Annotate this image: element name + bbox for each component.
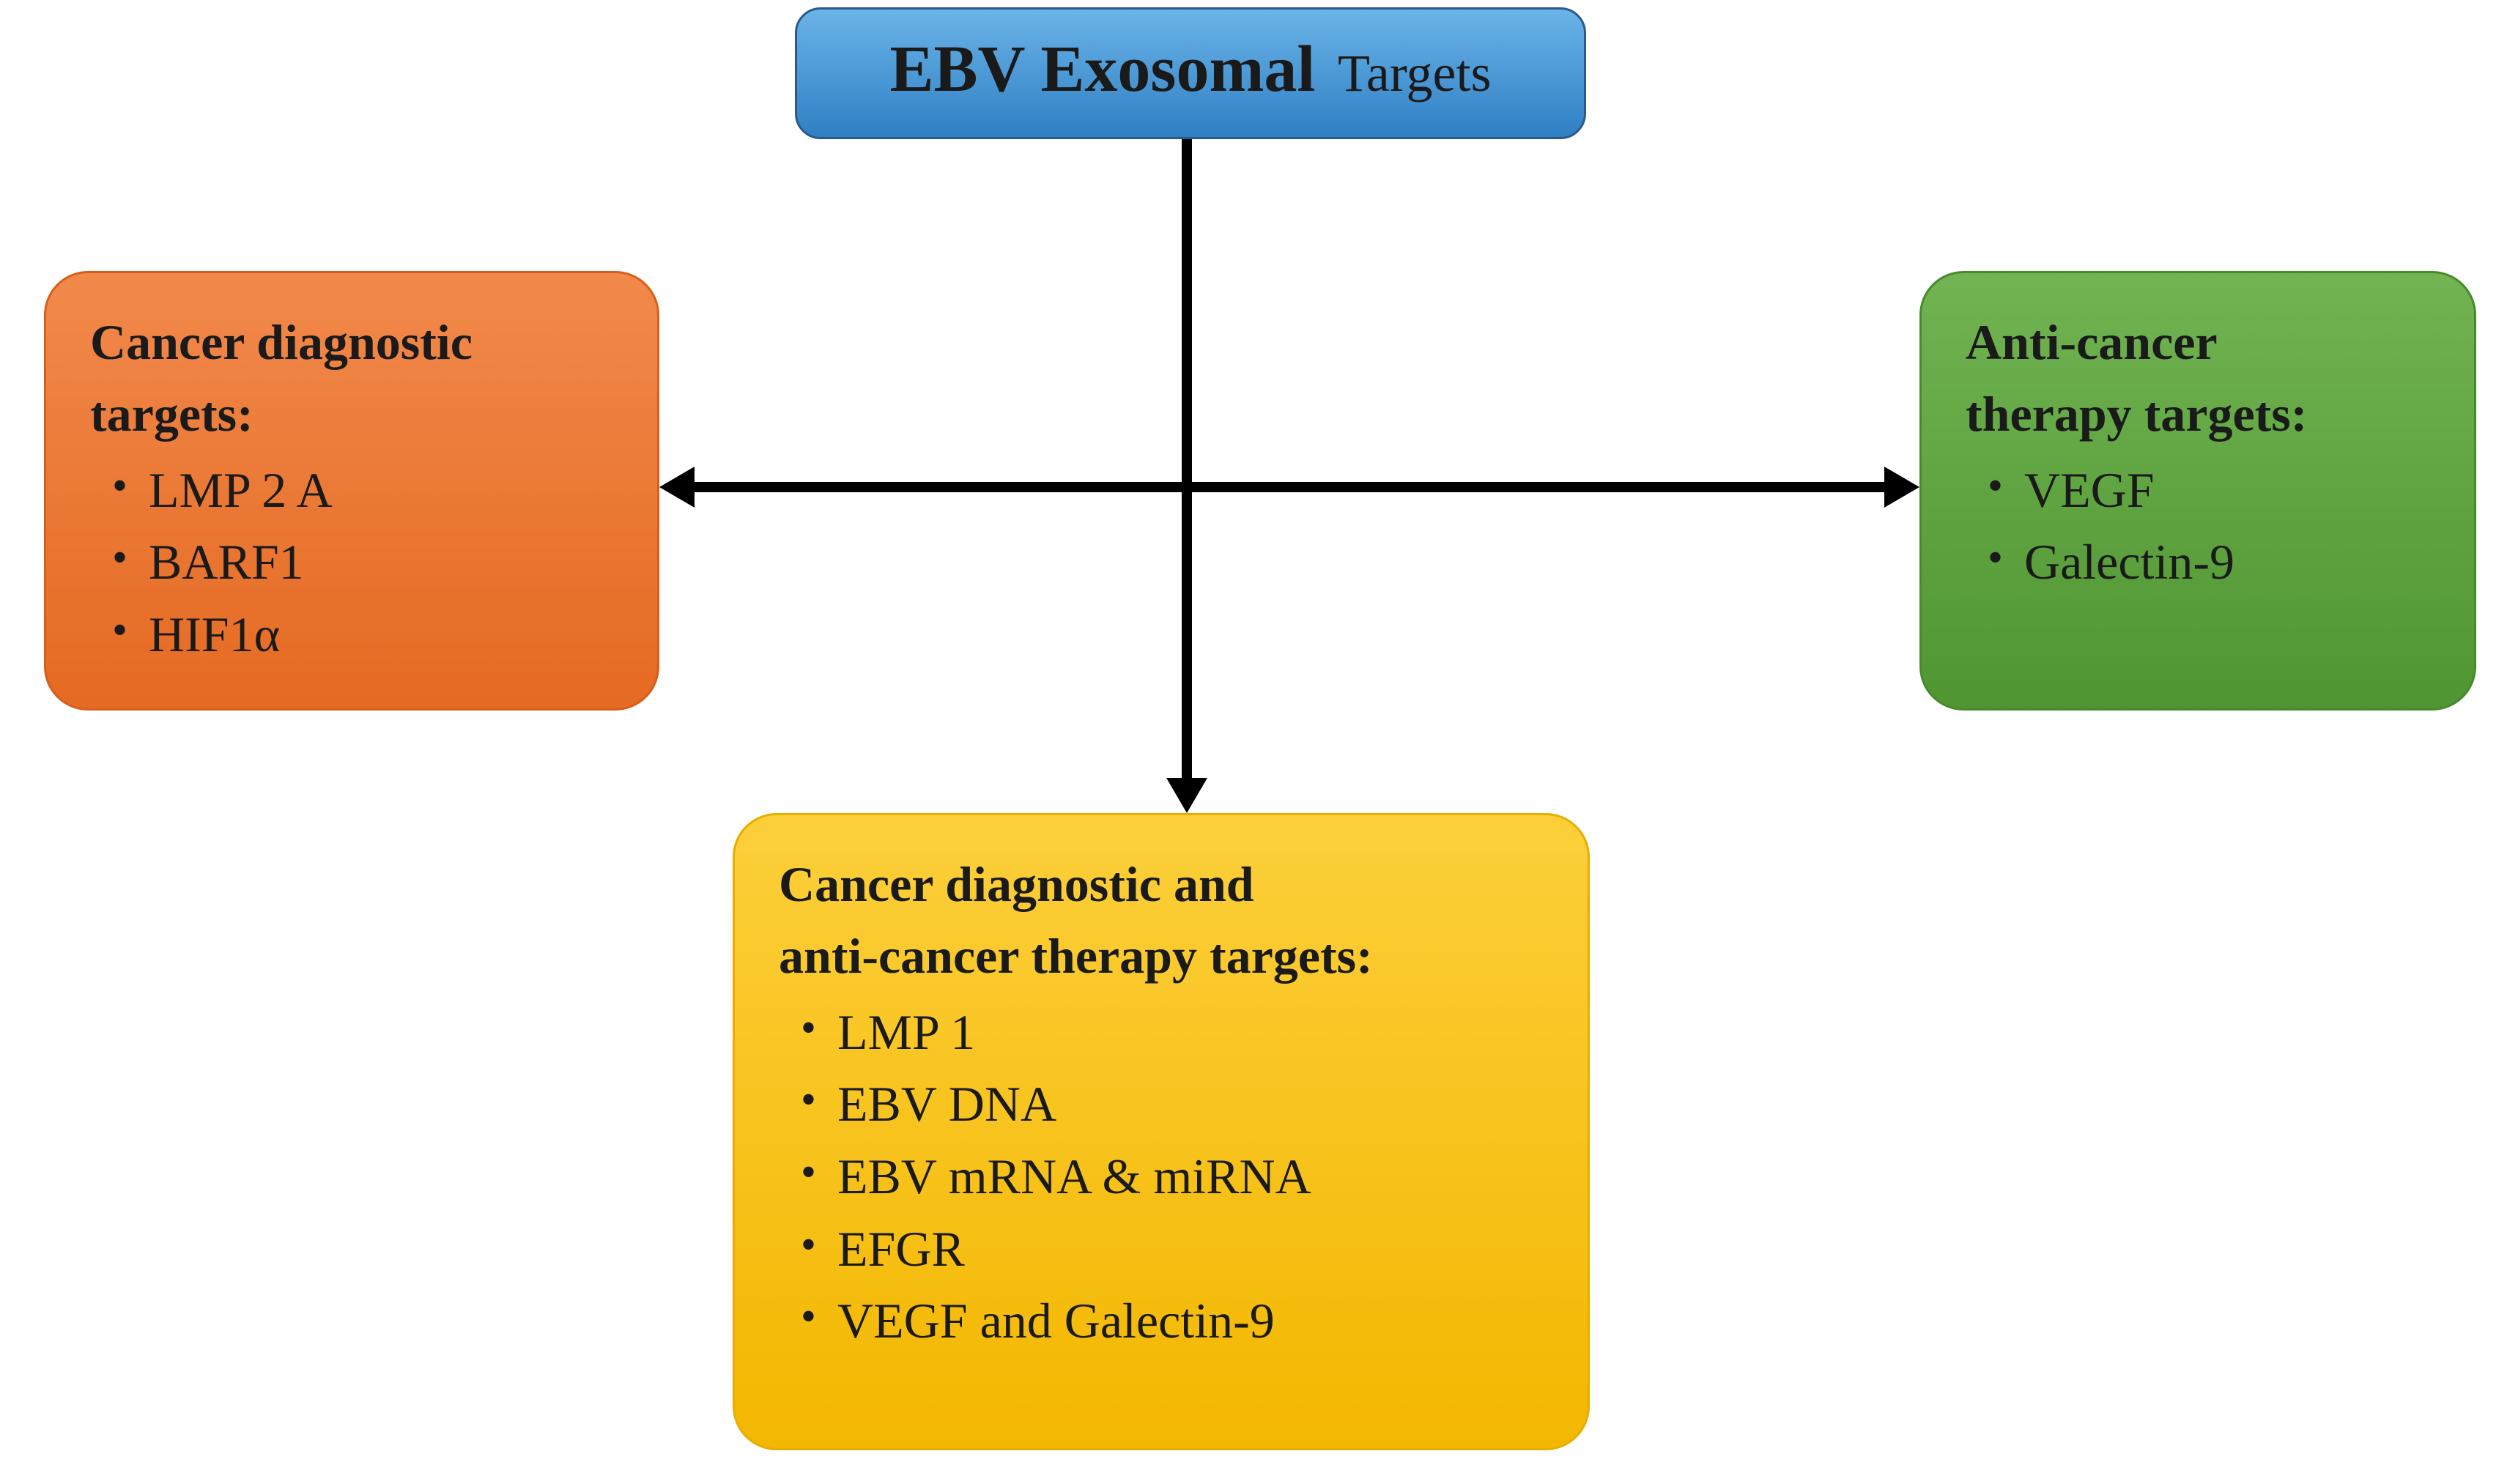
combined-title-1: Cancer diagnostic and xyxy=(779,852,1544,916)
therapy-title-1: Anti-cancer xyxy=(1966,310,2430,374)
list-item: HIF1α xyxy=(90,598,613,671)
arrow-left-head xyxy=(659,467,695,508)
diagnostic-targets-node: Cancer diagnostic targets: LMP 2 A BARF1… xyxy=(44,271,659,711)
root-title-main: EBV Exosomal xyxy=(889,33,1315,105)
therapy-title-2: therapy targets: xyxy=(1966,382,2430,446)
diagnostic-list: LMP 2 A BARF1 HIF1α xyxy=(90,454,613,671)
list-item: BARF1 xyxy=(90,526,613,598)
list-item: VEGF and Galectin-9 xyxy=(779,1285,1544,1357)
combined-title-2: anti-cancer therapy targets: xyxy=(779,924,1544,988)
root-node: EBV Exosomal Targets xyxy=(795,7,1586,139)
arrow-down-head xyxy=(1166,778,1207,813)
list-item: EBV DNA xyxy=(779,1068,1544,1140)
therapy-targets-node: Anti-cancer therapy targets: VEGF Galect… xyxy=(1919,271,2476,711)
arrow-right-head xyxy=(1884,467,1919,508)
arrow-vertical-line xyxy=(1182,139,1192,778)
list-item: VEGF xyxy=(1966,454,2430,527)
therapy-list: VEGF Galectin-9 xyxy=(1966,454,2430,598)
diagnostic-title-2: targets: xyxy=(90,382,613,446)
list-item: EBV mRNA & miRNA xyxy=(779,1140,1544,1213)
list-item: LMP 1 xyxy=(779,996,1544,1069)
root-title-sub: Targets xyxy=(1338,44,1492,103)
list-item: LMP 2 A xyxy=(90,454,613,527)
arrow-horizontal-line xyxy=(695,482,1884,492)
diagnostic-title-1: Cancer diagnostic xyxy=(90,310,613,374)
combined-targets-node: Cancer diagnostic and anti-cancer therap… xyxy=(733,813,1590,1450)
list-item: EFGR xyxy=(779,1213,1544,1285)
list-item: Galectin-9 xyxy=(1966,526,2430,598)
combined-list: LMP 1 EBV DNA EBV mRNA & miRNA EFGR VEGF… xyxy=(779,996,1544,1357)
